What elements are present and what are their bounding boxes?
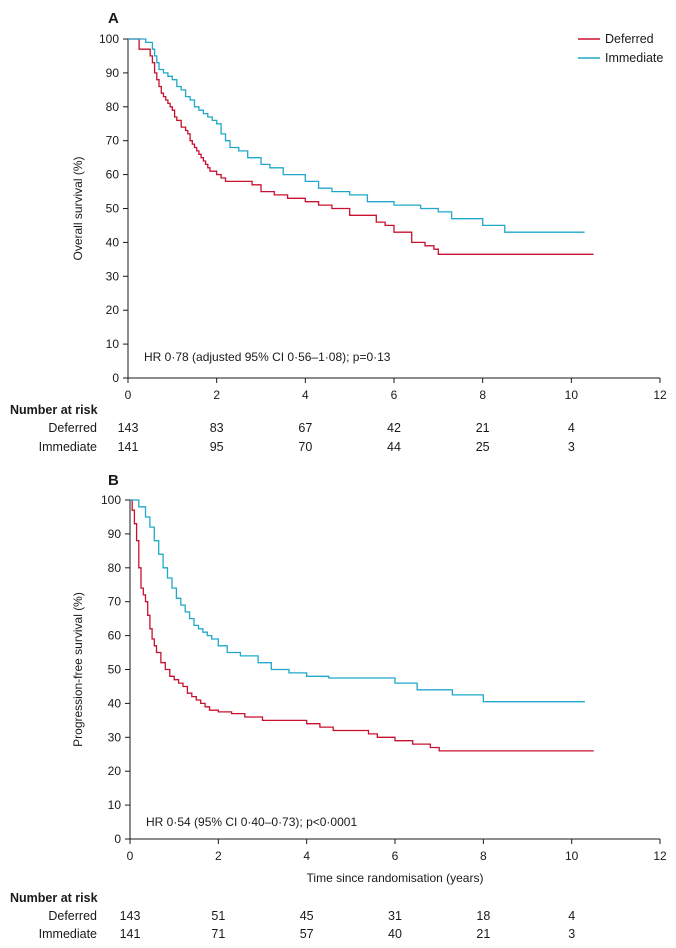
risk-count: 18 [476,909,490,923]
risk-count: 141 [120,927,141,941]
hazard-ratio-annotation: HR 0·54 (95% CI 0·40–0·73); p<0·0001 [146,815,357,829]
hazard-ratio-annotation: HR 0·78 (adjusted 95% CI 0·56–1·08); p=0… [144,350,391,364]
panel-a: A 0 10 20 30 40 50 60 70 80 90 100 0 2 4 6 8 10 12 Overall … [10,10,667,454]
risk-count: 143 [118,421,139,435]
panel-b: B 0 10 20 30 40 50 60 70 80 90 100 0 2 4 6 8 10 12 Progress… [10,472,667,941]
y-tick-label: 70 [108,595,122,609]
risk-count: 3 [568,927,575,941]
y-tick-label: 60 [108,629,122,643]
x-tick-label: 10 [565,849,579,863]
risk-row-label-deferred: Deferred [48,909,97,923]
curve-immediate [130,499,585,703]
y-tick-label: 100 [99,32,119,46]
risk-table-title: Number at risk [10,403,98,417]
risk-count: 44 [387,440,401,454]
y-tick-label: 100 [101,493,121,507]
x-tick-label: 12 [653,388,667,402]
y-axis-label: Progression-free survival (%) [71,592,85,747]
y-tick-label: 10 [108,798,122,812]
risk-count: 42 [387,421,401,435]
panel-letter: A [108,10,119,27]
risk-count: 70 [298,440,312,454]
risk-count: 3 [568,440,575,454]
risk-count: 141 [118,440,139,454]
risk-count: 71 [211,927,225,941]
y-tick-label: 20 [108,764,122,778]
y-axis-label: Overall survival (%) [71,156,85,260]
legend-label-deferred: Deferred [605,32,654,46]
x-tick-label: 6 [391,388,398,402]
risk-count: 95 [210,440,224,454]
x-tick-label: 2 [213,388,220,402]
risk-count: 40 [388,927,402,941]
y-tick-label: 30 [108,730,122,744]
risk-table-title: Number at risk [10,891,98,905]
y-tick-label: 20 [106,303,120,317]
curve-deferred [128,38,594,255]
x-axis-label: Time since randomisation (years) [307,871,484,885]
risk-count: 31 [388,909,402,923]
y-tick-label: 40 [106,235,120,249]
y-tick-label: 30 [106,269,120,283]
risk-count: 143 [120,909,141,923]
y-tick-label: 90 [106,66,120,80]
panel-letter: B [108,472,119,489]
risk-count: 21 [476,927,490,941]
risk-count: 51 [211,909,225,923]
y-tick-label: 40 [108,696,122,710]
x-tick-label: 0 [125,388,132,402]
risk-count: 4 [568,421,575,435]
y-tick-label: 50 [106,202,120,216]
risk-count: 25 [476,440,490,454]
y-tick-label: 50 [108,663,122,677]
risk-count: 4 [568,909,575,923]
legend-label-immediate: Immediate [605,51,663,65]
x-tick-label: 0 [127,849,134,863]
risk-row-label-deferred: Deferred [48,421,97,435]
risk-row-label-immediate: Immediate [39,927,97,941]
x-tick-label: 8 [480,849,487,863]
curve-immediate [128,38,585,233]
y-tick-label: 70 [106,134,120,148]
y-tick-label: 0 [114,832,121,846]
x-tick-label: 8 [479,388,486,402]
y-tick-label: 80 [106,100,120,114]
x-tick-label: 12 [653,849,667,863]
curve-deferred [130,499,594,752]
x-tick-label: 4 [302,388,309,402]
x-tick-label: 4 [303,849,310,863]
risk-count: 45 [300,909,314,923]
x-tick-label: 2 [215,849,222,863]
x-tick-label: 10 [565,388,579,402]
x-tick-label: 6 [392,849,399,863]
y-tick-label: 80 [108,561,122,575]
risk-count: 57 [300,927,314,941]
risk-count: 21 [476,421,490,435]
y-tick-label: 90 [108,527,122,541]
y-tick-label: 60 [106,168,120,182]
risk-row-label-immediate: Immediate [39,440,97,454]
risk-count: 83 [210,421,224,435]
y-tick-label: 0 [112,371,119,385]
legend: Deferred Immediate [578,32,663,65]
y-tick-label: 10 [106,337,120,351]
risk-count: 67 [298,421,312,435]
